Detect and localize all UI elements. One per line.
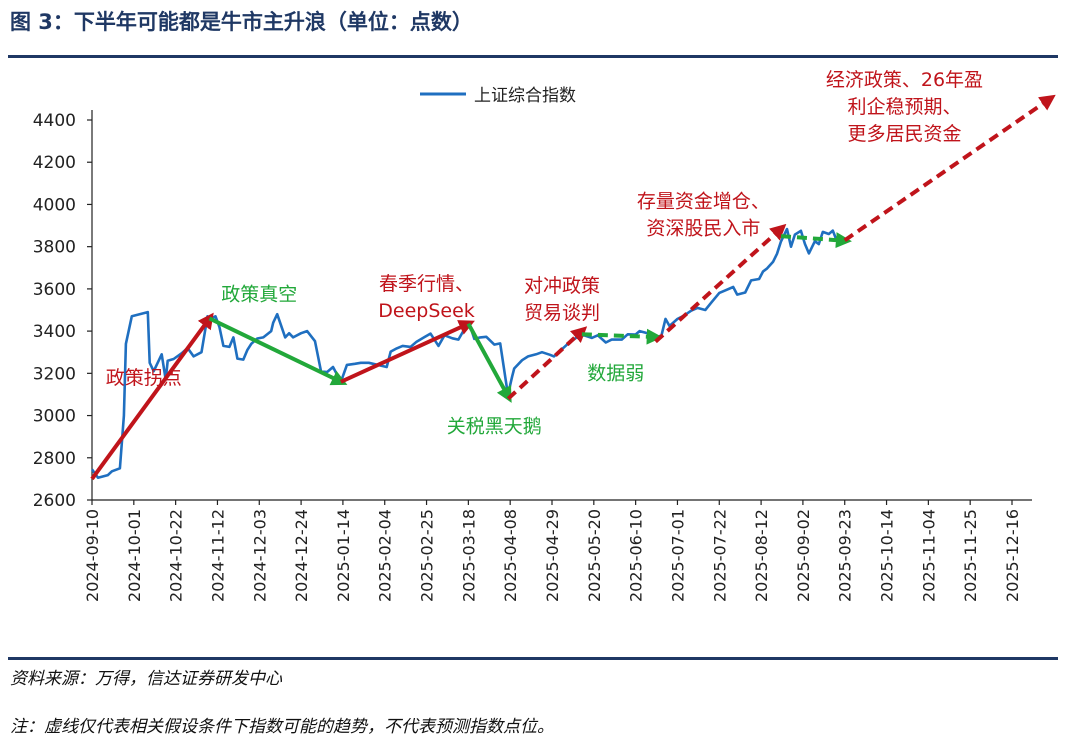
annotation-label: 经济政策、26年盈利企稳预期、更多居民资金 [826, 69, 983, 145]
x-tick-label: 2025-02-04 [376, 509, 395, 602]
trend-arrow-down [208, 316, 348, 386]
y-tick-label: 2800 [33, 449, 76, 469]
x-tick-label: 2025-01-14 [334, 509, 353, 602]
trend-arrow-up [506, 326, 588, 401]
y-tick-label: 3000 [33, 407, 76, 427]
series-layer [90, 227, 839, 480]
x-tick-label: 2025-08-12 [752, 509, 771, 602]
x-tick-label: 2025-11-04 [919, 509, 938, 602]
series-line [90, 227, 839, 480]
x-tick-label: 2024-11-12 [208, 509, 227, 602]
figure-title: 图 3：下半年可能都是牛市主升浪（单位：点数） [10, 10, 473, 34]
x-tick-label: 2025-07-01 [668, 509, 687, 602]
x-tick-label: 2024-10-01 [125, 509, 144, 602]
y-tick-label: 3800 [33, 238, 76, 258]
x-tick-label: 2025-09-23 [836, 509, 855, 602]
legend-label: 上证综合指数 [474, 86, 576, 106]
x-tick-label: 2024-12-24 [292, 509, 311, 602]
trend-arrow-up [90, 312, 214, 481]
x-tick-label: 2025-02-25 [418, 509, 437, 602]
x-tick-label: 2025-10-14 [878, 509, 897, 602]
y-tick-label: 2600 [33, 491, 76, 511]
title-rule [8, 55, 1058, 58]
trend-arrow-up [340, 320, 475, 384]
legend: 上证综合指数 [420, 86, 576, 106]
x-tick-label: 2025-11-25 [961, 509, 980, 602]
annotation-label: 关税黑天鹅 [447, 415, 542, 437]
arrow-layer [90, 94, 1056, 481]
x-tick-label: 2025-06-10 [627, 509, 646, 602]
annotation-label: 数据弱 [587, 363, 644, 385]
trend-arrow-up [654, 223, 787, 344]
y-tick-label: 3200 [33, 364, 76, 384]
x-tick-label: 2024-12-03 [250, 509, 269, 602]
x-tick-label: 2025-04-29 [543, 509, 562, 602]
annotation-label: 对冲政策贸易谈判 [524, 275, 600, 324]
x-tick-label: 2025-05-20 [585, 509, 604, 602]
x-tick-label: 2025-04-08 [501, 509, 520, 602]
footer-rule [8, 657, 1058, 660]
source-note: 资料来源：万得，信达证券研发中心 [10, 669, 282, 689]
trend-arrow-down [466, 322, 512, 403]
x-tick-label: 2024-10-22 [167, 509, 186, 602]
axes: 2600 2800 3000 3200 3400 3600 3800 4000 4200 4400… [33, 110, 1032, 602]
y-tick-label: 3400 [33, 322, 76, 342]
y-tick-label: 3600 [33, 280, 76, 300]
annotation-label: 存量资金增仓、资深股民入市 [637, 191, 770, 240]
annotation-label: 政策拐点 [106, 367, 182, 389]
x-tick-label: 2025-03-18 [459, 509, 478, 602]
trend-arrow-down [780, 232, 852, 249]
x-tick-label: 2025-09-02 [794, 509, 813, 602]
annotation-label: 政策真空 [221, 284, 297, 306]
y-tick-label: 4400 [33, 111, 76, 131]
trend-arrow-down [581, 328, 663, 345]
x-tick-label: 2025-12-16 [1003, 509, 1022, 602]
y-tick-label: 4200 [33, 153, 76, 173]
annotation-label: 春季行情、 DeepSeek [378, 273, 475, 322]
trend-arrow-up [843, 94, 1056, 242]
x-tick-label: 2025-07-22 [710, 509, 729, 602]
y-tick-label: 4000 [33, 195, 76, 215]
x-tick-label: 2024-09-10 [83, 509, 102, 602]
disclaimer-note: 注：虚线仅代表相关假设条件下指数可能的趋势，不代表预测指数点位。 [10, 717, 554, 737]
